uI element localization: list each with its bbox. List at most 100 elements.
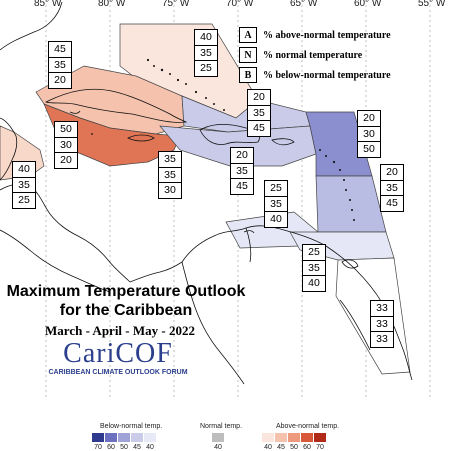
prob-box-turks-caicos: 20 35 45 [247, 89, 271, 137]
colorbar-swatch-normal-0 [212, 433, 224, 442]
prob-above: 25 [265, 181, 287, 197]
legend-row-normal: N % normal temperature [239, 47, 362, 63]
coast-isla-juventud [69, 110, 81, 114]
colorbar-tick-above-2: 50 [290, 444, 298, 451]
prob-box-guianas: 33 33 33 [370, 300, 394, 348]
caricof-logo-subtitle: CARIBBEAN CLIMATE OUTLOOK FORUM [48, 369, 188, 376]
lon-label-80w: 80° W [98, 0, 126, 9]
coast-colombia-venezuela [181, 225, 413, 381]
prob-normal: 35 [159, 168, 181, 183]
prob-above: 20 [248, 90, 270, 106]
prob-normal: 35 [248, 106, 270, 121]
legend-row-above: A % above-normal temperature [239, 27, 391, 43]
prob-above: 40 [13, 162, 35, 178]
colorbar-tick-below-4: 40 [146, 444, 154, 451]
colorbar-swatch-above-1 [275, 433, 287, 442]
coast-florida [0, 1, 63, 51]
coast-jamaica [127, 134, 155, 142]
prob-below: 30 [164, 184, 176, 196]
colorbar-tick-below-2: 50 [120, 444, 128, 451]
legend-key-b: B [239, 67, 257, 83]
colorbar-swatch-above-0 [262, 433, 274, 442]
lon-label-75w: 75° W [162, 0, 190, 9]
prob-below: 45 [236, 180, 248, 192]
colorbar-tick-below-3: 45 [133, 444, 141, 451]
coast-yucatan [0, 117, 18, 181]
coastlines [0, 1, 413, 385]
prob-normal: 35 [49, 58, 71, 73]
colorbar-tick-above-0: 40 [264, 444, 272, 451]
legend-text-below: % below-normal temperature [263, 69, 391, 81]
prob-below: 45 [386, 197, 398, 209]
lon-label-65w: 65° W [290, 0, 318, 9]
prob-normal: 35 [303, 261, 325, 276]
prob-box-jamaica: 35 35 30 [158, 151, 182, 199]
colorbar-swatch-above-4 [314, 433, 326, 442]
lon-label-85w: 85° W [34, 0, 62, 9]
colorbar-title-above: Above-normal temp. [276, 423, 340, 430]
map-period: March - April - May - 2022 [45, 323, 195, 338]
colorbar-title-normal: Normal temp. [200, 423, 243, 430]
prob-below: 33 [376, 333, 388, 345]
colorbar-tick-below-0: 70 [94, 444, 102, 451]
coast-puerto-rico [271, 138, 295, 146]
coast-colombia-pacific [181, 261, 245, 385]
prob-above: 25 [303, 245, 325, 261]
coast-hispaniola [199, 124, 260, 145]
prob-box-bahamas: 40 35 25 [194, 29, 218, 77]
colorbar-tick-normal-0: 40 [214, 444, 222, 451]
prob-normal: 30 [55, 138, 77, 153]
prob-below: 25 [200, 62, 212, 74]
prob-box-central-america: 40 35 25 [12, 161, 36, 209]
prob-below: 45 [253, 122, 265, 134]
prob-above: 40 [195, 30, 217, 46]
prob-below: 25 [18, 194, 30, 206]
prob-below: 20 [60, 154, 72, 166]
map-title: Maximum Temperature Outlook [6, 283, 246, 300]
prob-below: 20 [54, 74, 66, 86]
prob-above: 33 [371, 301, 393, 317]
prob-box-abc-islands: 25 35 40 [264, 180, 288, 228]
prob-normal: 35 [231, 164, 253, 179]
coast-cuba [44, 88, 188, 123]
prob-above: 20 [358, 111, 380, 127]
prob-box-cayman-jamaica-south: 50 30 20 [54, 121, 78, 169]
prob-box-windward-islands: 20 35 45 [380, 164, 404, 212]
prob-above: 20 [381, 165, 403, 181]
lon-label-60w: 60° W [354, 0, 382, 9]
prob-above: 35 [159, 152, 181, 168]
prob-above: 45 [49, 42, 71, 58]
coast-trinidad [341, 259, 359, 269]
colorbar-swatch-above-3 [301, 433, 313, 442]
legend-text-above: % above-normal temperature [263, 29, 391, 41]
colorbar-swatch-below-0 [92, 433, 104, 442]
prob-above: 50 [55, 122, 77, 138]
prob-normal: 33 [371, 317, 393, 332]
legend-text-normal: % normal temperature [263, 49, 363, 61]
colorbar-swatch-below-4 [144, 433, 156, 442]
prob-normal: 35 [13, 178, 35, 193]
coast-panama [129, 261, 183, 283]
coast-curacao [243, 230, 255, 234]
colorbar-swatch-below-2 [118, 433, 130, 442]
legend-key-a: A [239, 27, 257, 43]
prob-below: 40 [270, 213, 282, 225]
coast-guyana [339, 299, 371, 351]
colorbar-tick-below-1: 60 [107, 444, 115, 451]
region-windward-islands [315, 175, 387, 233]
lon-label-70w: 70° W [226, 0, 254, 9]
coast-central-america-pacific [0, 229, 111, 293]
small-islands [75, 58, 355, 221]
prob-box-trinidad: 25 35 40 [302, 244, 326, 292]
colorbar-swatch-below-1 [105, 433, 117, 442]
prob-below: 50 [363, 143, 375, 155]
colorbar-tick-above-4: 70 [316, 444, 324, 451]
prob-normal: 35 [265, 197, 287, 212]
prob-box-cuba: 45 35 20 [48, 41, 72, 89]
colorbar-swatch-below-3 [131, 433, 143, 442]
prob-box-hispaniola: 20 35 45 [230, 147, 254, 195]
colorbar-title-below: Below-normal temp. [100, 423, 163, 430]
prob-box-leeward-islands: 20 30 50 [357, 110, 381, 158]
prob-above: 20 [231, 148, 253, 164]
legend-key-n: N [239, 47, 257, 63]
